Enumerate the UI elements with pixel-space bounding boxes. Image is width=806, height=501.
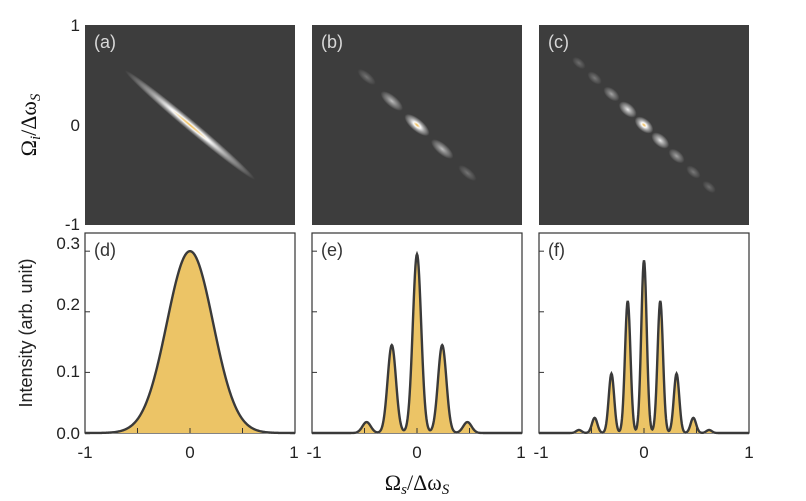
panel-label-e: (e) [321,240,343,260]
xlabel-sub: s [401,482,407,498]
intensity-panel-e: (e) [311,232,523,435]
heatmap-lobe [431,139,454,159]
intensity-panel-f: (f) [538,232,750,435]
heatmap-lobe [702,180,716,194]
x-tick-label: 0 [639,443,648,462]
heatmap-lobe [603,86,620,102]
svg-text:Ωi/ΔωS: Ωi/ΔωS [16,93,44,156]
heatmap-lobe [458,165,477,181]
heatmap-panel-a: (a) [85,25,295,225]
heatmap-lobe [686,165,701,179]
y-tick-label: 0.2 [56,295,80,314]
intensity-area [539,260,749,433]
y-tick-label: 0.3 [56,234,80,253]
y-tick-label: 0.1 [56,362,80,381]
heatmap-lobe [634,116,654,134]
ylabel-sub: i [28,136,44,140]
panel-label-c: (c) [548,32,569,52]
xlabel-denominator: /Δω [407,470,442,495]
x-tick-label: -1 [77,443,92,462]
panel-label-d: (d) [94,240,116,260]
y-tick-label: 0.0 [56,424,80,443]
panel-label-a: (a) [94,32,116,52]
heatmap-lobe [668,148,685,164]
x-tick-label: 1 [516,443,525,462]
x-tick-label: 0 [185,443,194,462]
intensity-area [85,251,295,433]
heatmap-panel-b: (b) [312,25,522,225]
heatmap-lobe [618,101,637,118]
xlabel-base: Ω [385,470,401,495]
x-tick-label: 0 [412,443,421,462]
heatmap-lobe [572,56,586,70]
heatmap-lobe [357,69,376,85]
y-tick-label: 0 [71,116,80,135]
heatmap-lobe [124,70,256,180]
intensity-curve [539,260,749,435]
heatmap-lobe [651,132,670,149]
x-tick-label: -1 [306,443,321,462]
intensity-curve [312,250,522,435]
xlabel-sub2: S [442,482,450,498]
heatmap-panel-c: (c) [539,25,749,225]
x-axis-title: Ωs/ΔωS [385,470,450,498]
ylabel-sub2: S [28,93,44,101]
x-tick-label: -1 [533,443,548,462]
heatmap-lobe [404,113,430,137]
x-tick-label: 1 [744,443,753,462]
intensity-curve [85,249,295,435]
heatmap-lobe [587,71,602,85]
panel-label-b: (b) [321,32,343,52]
intensity-panel-d: (d) [84,232,296,435]
panel-label-f: (f) [548,240,565,260]
y-axis-title-top: Ωi/ΔωS [16,93,44,156]
intensity-area [312,254,522,433]
y-tick-label: 1 [71,16,80,35]
ylabel-denominator: /Δω [16,101,41,136]
heatmap-lobe [380,91,403,111]
y-axis-title-bottom: Intensity (arb. unit) [16,258,36,407]
ylabel-base: Ω [16,140,41,156]
x-tick-label: 1 [289,443,298,462]
y-tick-label: -1 [65,215,80,234]
